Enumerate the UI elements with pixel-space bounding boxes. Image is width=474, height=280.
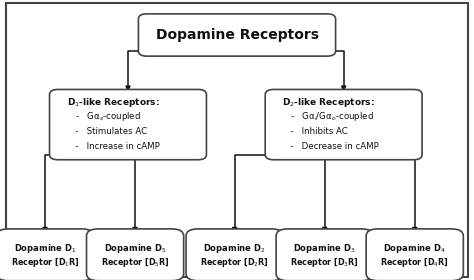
Text: Receptor [D$_5$R]: Receptor [D$_5$R] [100,256,170,269]
FancyBboxPatch shape [86,229,183,280]
Text: Dopamine D$_4$: Dopamine D$_4$ [383,242,446,255]
Text: Dopamine D$_5$: Dopamine D$_5$ [104,242,166,255]
FancyBboxPatch shape [0,229,94,280]
FancyBboxPatch shape [276,229,374,280]
FancyBboxPatch shape [265,89,422,160]
Text: -   Stimulates AC: - Stimulates AC [66,127,147,136]
Text: Dopamine D$_2$: Dopamine D$_2$ [203,242,266,255]
Text: -   Inhibits AC: - Inhibits AC [282,127,348,136]
Text: -   Gα$_i$/Gα$_o$-coupled: - Gα$_i$/Gα$_o$-coupled [282,110,374,123]
FancyBboxPatch shape [138,14,336,56]
FancyBboxPatch shape [186,229,283,280]
Text: -   Gα$_s$-coupled: - Gα$_s$-coupled [66,110,140,123]
FancyBboxPatch shape [366,229,464,280]
Text: Dopamine Receptors: Dopamine Receptors [155,28,319,42]
Text: D$_2$-like Receptors:: D$_2$-like Receptors: [282,96,375,109]
Text: Dopamine D$_3$: Dopamine D$_3$ [293,242,356,255]
Text: Receptor [D$_3$R]: Receptor [D$_3$R] [290,256,359,269]
Text: Dopamine D$_1$: Dopamine D$_1$ [14,242,76,255]
Text: -   Decrease in cAMP: - Decrease in cAMP [282,142,379,151]
FancyBboxPatch shape [50,89,206,160]
Text: Receptor [D$_4$R]: Receptor [D$_4$R] [380,256,449,269]
FancyBboxPatch shape [6,3,468,277]
Text: -   Increase in cAMP: - Increase in cAMP [66,142,159,151]
Text: D$_1$-like Receptors:: D$_1$-like Receptors: [66,96,159,109]
Text: Receptor [D$_2$R]: Receptor [D$_2$R] [200,256,269,269]
Text: Receptor [D$_1$R]: Receptor [D$_1$R] [10,256,80,269]
